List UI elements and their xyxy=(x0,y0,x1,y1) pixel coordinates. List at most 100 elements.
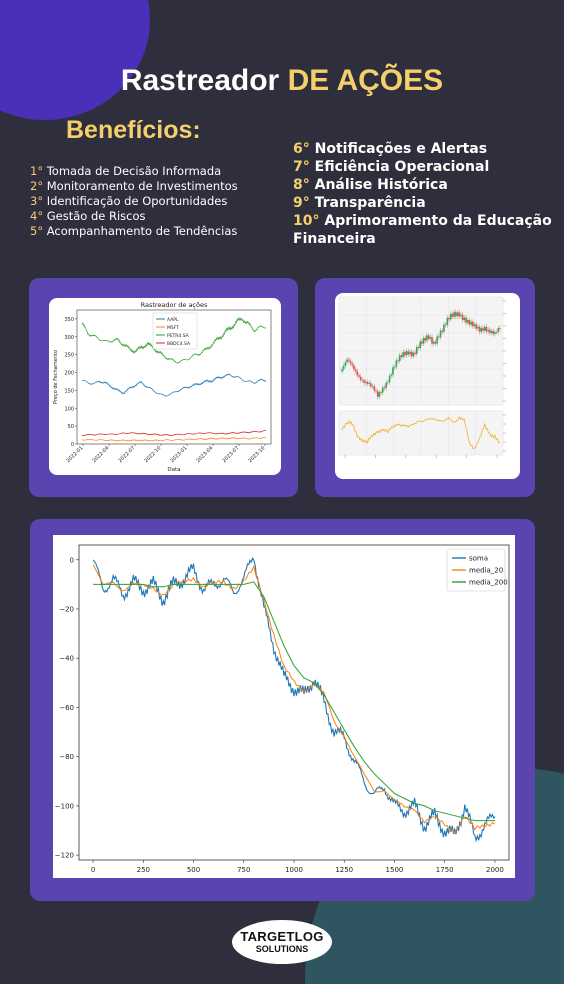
candle-body xyxy=(361,380,364,381)
benefits-list-left: 1° Tomada de Decisão Informada 2° Monito… xyxy=(30,164,238,239)
candle-body xyxy=(444,324,447,326)
x-tick-label: 250 xyxy=(137,866,150,874)
benefit-label: Monitoramento de Investimentos xyxy=(46,179,238,193)
benefit-item: 1° Tomada de Decisão Informada xyxy=(30,164,238,179)
candle-body xyxy=(404,352,406,356)
candle-body xyxy=(349,360,352,364)
benefit-item: 5° Acompanhamento de Tendências xyxy=(30,224,238,239)
benefit-item: 4° Gestão de Riscos xyxy=(30,209,238,224)
x-tick-label: 750 xyxy=(237,866,250,874)
benefit-number: 6° xyxy=(293,141,310,157)
candle-body xyxy=(385,382,387,389)
y-tick-label: −40 xyxy=(59,655,74,663)
decorative-purple-circle xyxy=(0,0,150,120)
candle-body xyxy=(351,363,353,366)
candle-body xyxy=(451,313,454,317)
legend-box xyxy=(446,548,506,592)
benefit-number: 8° xyxy=(293,177,310,193)
page-title: Rastreador DE AÇÕES xyxy=(0,64,564,98)
candle-body xyxy=(446,317,449,326)
benefit-item: 9° Transparência xyxy=(293,194,558,212)
candle-body xyxy=(346,359,348,363)
chart-panel: 0 −20 −40 −60 −80 −100 −120 0 250 500 750 1000 1250 1… xyxy=(53,535,515,878)
benefit-label: Acompanhamento de Tendências xyxy=(46,224,238,238)
candle-body xyxy=(393,366,396,368)
y-tick-label: 50 xyxy=(68,424,74,430)
candle-body xyxy=(478,326,481,332)
benefit-label: Aprimoramento da Educação Financeira xyxy=(293,213,552,247)
candle-body xyxy=(438,336,440,338)
y-tick-label: 300 xyxy=(64,335,74,341)
candle-body xyxy=(427,335,430,339)
legend-label: media_20 xyxy=(469,567,503,575)
chart-card-moving-averages: 0 −20 −40 −60 −80 −100 −120 0 250 500 750 1000 1250 1… xyxy=(30,519,535,901)
x-tick-label: 2023-07 xyxy=(221,445,240,464)
candle-body xyxy=(375,390,377,392)
candle-body xyxy=(456,312,459,317)
benefit-item: 2° Monitoramento de Investimentos xyxy=(30,179,238,194)
candle-body xyxy=(497,328,500,333)
y-tick-label: −20 xyxy=(59,605,74,613)
x-tick-label: 0 xyxy=(91,866,95,874)
candle-body xyxy=(490,331,493,333)
x-tick-label: 2022-04 xyxy=(91,445,110,464)
candle-body xyxy=(424,337,427,341)
y-tick-label: 100 xyxy=(64,406,74,412)
x-tick-label: 1500 xyxy=(386,866,404,874)
candle-body xyxy=(461,314,464,321)
chart-panel: Rastreador de ações 0 50 100 150 200 250 300 350… xyxy=(49,298,281,475)
chart-title: Rastreador de ações xyxy=(141,301,208,309)
candle-body xyxy=(436,336,438,344)
candle-body xyxy=(412,352,415,357)
candle-body xyxy=(402,352,404,358)
candle-body xyxy=(439,330,442,338)
candle-body xyxy=(359,376,362,381)
candle-body xyxy=(421,341,423,344)
benefit-label: Identificação de Oportunidades xyxy=(46,194,228,208)
candlestick-chart xyxy=(338,296,506,458)
x-tick-label: 2022-07 xyxy=(117,445,136,464)
x-tick-label: 2023-01 xyxy=(169,445,188,464)
candle-body xyxy=(489,329,491,333)
candle-body xyxy=(431,337,433,344)
y-tick-label: −80 xyxy=(59,753,74,761)
y-tick-label: −60 xyxy=(59,704,74,712)
title-part-1: Rastreador xyxy=(120,64,280,97)
price-chart: Rastreador de ações 0 50 100 150 200 250 300 350… xyxy=(53,301,272,473)
candle-body xyxy=(426,335,428,341)
candle-body xyxy=(417,347,420,349)
benefit-number: 10° xyxy=(293,213,320,229)
candle-body xyxy=(483,326,486,331)
candle-body xyxy=(453,312,455,317)
candle-body xyxy=(392,367,394,375)
candle-body xyxy=(378,392,381,397)
benefit-label: Notificações e Alertas xyxy=(314,141,488,157)
candle-body xyxy=(397,360,399,362)
candle-body xyxy=(342,365,345,370)
candle-body xyxy=(370,383,372,387)
candle-body xyxy=(465,317,467,323)
series-line-media-200 xyxy=(93,581,495,822)
candle-body xyxy=(468,320,471,325)
series-line-soma xyxy=(92,556,496,843)
candle-body xyxy=(463,317,466,321)
candle-body xyxy=(443,324,445,332)
candle-body xyxy=(460,314,462,317)
benefit-number: 3° xyxy=(30,194,44,208)
candle-body xyxy=(341,369,343,372)
candle-body xyxy=(354,369,357,372)
candle-body xyxy=(477,326,479,329)
candle-body xyxy=(492,331,495,334)
x-tick-label: 500 xyxy=(187,866,200,874)
series-line-media-20 xyxy=(92,564,496,835)
benefit-label: Eficiência Operacional xyxy=(314,159,490,175)
moving-average-chart: 0 −20 −40 −60 −80 −100 −120 0 250 500 750 1000 1250 1… xyxy=(55,544,510,874)
y-tick-label: 250 xyxy=(64,353,74,359)
candle-body xyxy=(495,332,498,333)
candle-body xyxy=(390,374,393,376)
benefit-label: Gestão de Riscos xyxy=(46,209,146,223)
benefit-number: 2° xyxy=(30,179,44,193)
legend-label: BBDC4.SA xyxy=(167,341,191,347)
legend-label: PETR4.SA xyxy=(167,333,190,339)
